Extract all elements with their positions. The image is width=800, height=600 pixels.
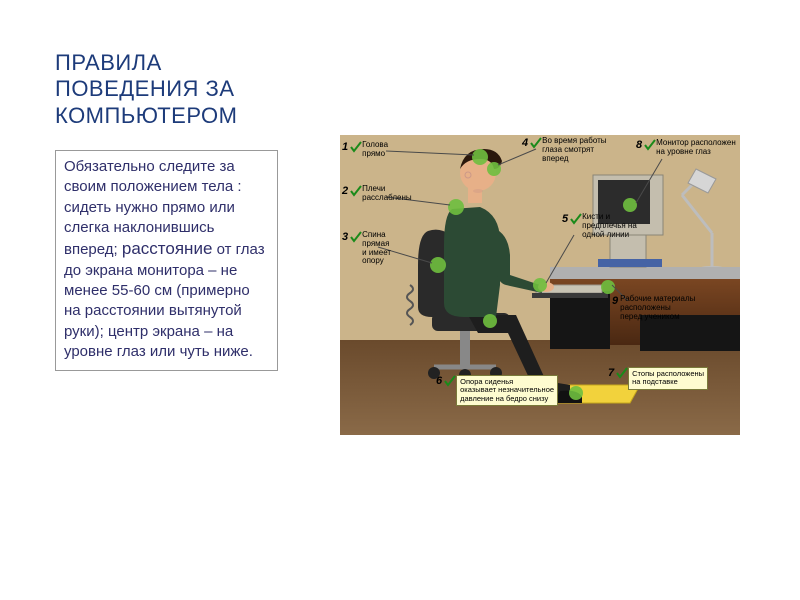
callout-6: 6Опора сиденья оказывает незначительное …	[436, 375, 558, 406]
callout-7: 7Стопы расположены на подставке	[608, 367, 708, 390]
callout-2: 2Плечи расслаблены	[342, 185, 412, 203]
body-emphasis: расстояние	[122, 239, 213, 258]
page-title: ПРАВИЛА ПОВЕДЕНИЯ ЗА КОМПЬЮТЕРОМ	[55, 50, 275, 129]
body-post: от глаз до экрана монитора – не менее 55…	[64, 241, 265, 360]
callout-8: 8Монитор расположен на уровне глаз	[636, 139, 736, 157]
slide: ПРАВИЛА ПОВЕДЕНИЯ ЗА КОМПЬЮТЕРОМ Обязате…	[0, 0, 800, 600]
callout-4: 4Во время работы глаза смотрят вперед	[522, 137, 607, 163]
callout-5: 5Кисти и предплечья на одной линии	[562, 213, 637, 239]
ergonomics-diagram: 1Голова прямо 2Плечи расслаблены 3Спина …	[340, 135, 740, 435]
callout-9: 9Рабочие материалы расположены перед уче…	[612, 295, 695, 321]
callout-1: 1Голова прямо	[342, 141, 388, 159]
callout-3: 3Спина прямая и имеет опору	[342, 231, 391, 266]
body-text-box: Обязательно следите за своим положением …	[55, 150, 278, 371]
